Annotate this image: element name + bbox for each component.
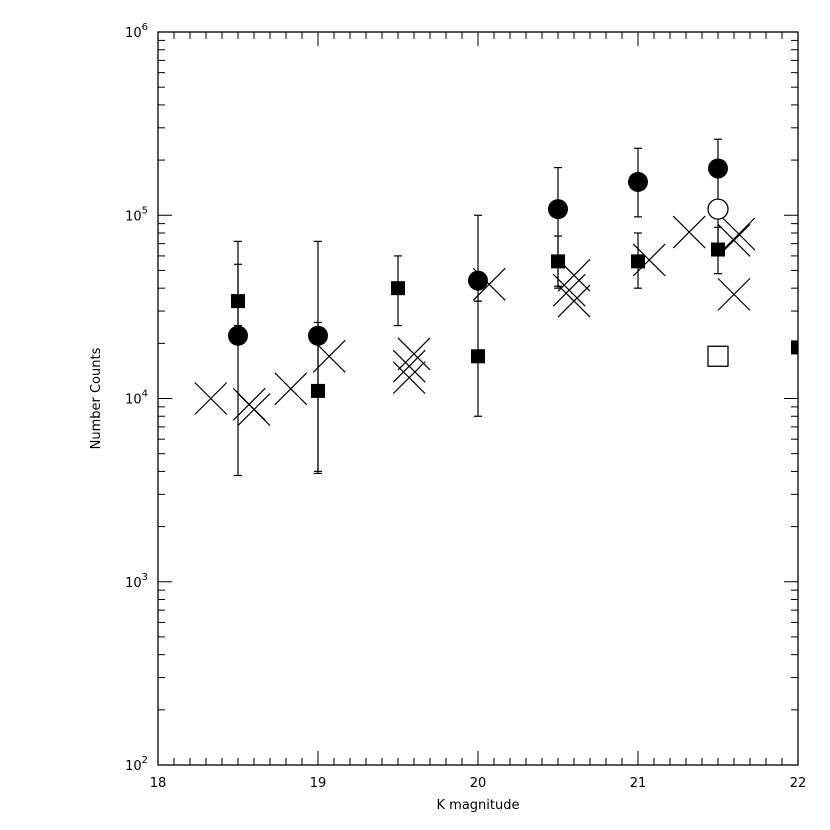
- x-tick-label: 20: [470, 776, 487, 791]
- y-axis-title: Number Counts: [89, 347, 104, 449]
- data-point-filled-square: [231, 294, 245, 309]
- data-marks: [194, 138, 798, 477]
- data-point-filled-square: [551, 254, 565, 269]
- data-point-filled-square: [471, 349, 485, 364]
- data-point-cross: [312, 339, 346, 373]
- data-point-cross: [194, 382, 228, 415]
- y-tick-label: 103: [125, 572, 148, 591]
- data-point-cross: [722, 217, 756, 251]
- y-tick-label: 104: [125, 389, 148, 408]
- data-point-filled-square: [631, 254, 645, 269]
- data-point-cross: [392, 349, 426, 383]
- data-point-filled-circle: [548, 199, 568, 220]
- y-axis: 102 103 104 105 106: [125, 22, 798, 774]
- x-tick-label: 22: [790, 776, 807, 791]
- data-point-filled-square: [791, 340, 798, 355]
- data-point-filled-circle: [468, 270, 488, 291]
- data-point-cross: [717, 223, 751, 257]
- data-point-cross: [552, 273, 586, 307]
- data-point-cross: [397, 337, 431, 371]
- data-point-cross: [274, 372, 308, 406]
- data-point-open-circle: [707, 198, 729, 220]
- x-tick-label: 21: [630, 776, 647, 791]
- data-point-cross: [557, 284, 591, 318]
- x-axis-title: K magnitude: [437, 798, 520, 813]
- data-point-open-square: [707, 345, 729, 367]
- data-point-cross: [237, 393, 271, 427]
- x-tick-label: 19: [310, 776, 327, 791]
- x-axis: 18 19 20 21 22: [150, 32, 807, 791]
- x-tick-label: 18: [150, 776, 167, 791]
- data-point-filled-circle: [628, 171, 648, 192]
- y-tick-label: 105: [125, 205, 148, 224]
- data-point-filled-circle: [708, 158, 728, 179]
- data-point-cross: [472, 267, 506, 301]
- data-point-cross: [392, 361, 426, 395]
- y-tick-label: 102: [125, 755, 148, 774]
- data-point-cross: [632, 243, 666, 277]
- data-point-cross: [672, 215, 706, 249]
- data-point-cross: [717, 277, 751, 311]
- data-point-filled-square: [311, 383, 325, 398]
- data-point-cross: [557, 258, 591, 292]
- y-tick-label: 106: [125, 22, 148, 41]
- data-point-filled-circle: [228, 325, 248, 346]
- data-point-filled-square: [391, 281, 405, 296]
